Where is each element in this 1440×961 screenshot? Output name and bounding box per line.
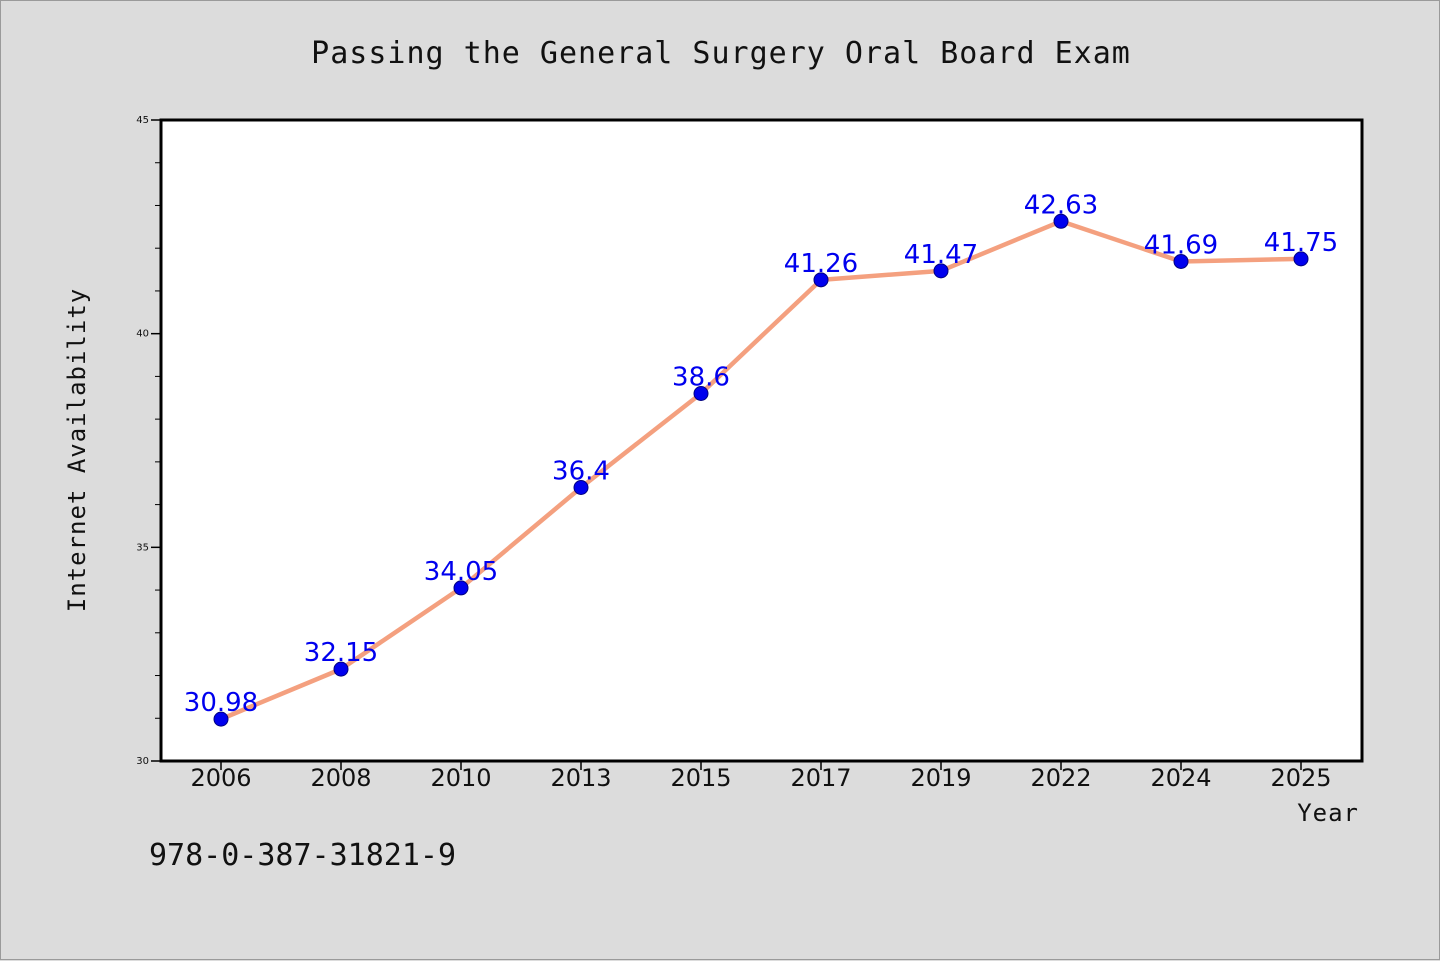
x-tick-label: 2019 xyxy=(910,764,971,792)
x-tick-label: 2025 xyxy=(1270,764,1331,792)
x-tick-label: 2017 xyxy=(790,764,851,792)
chart-title: Passing the General Surgery Oral Board E… xyxy=(311,36,1131,71)
data-point xyxy=(213,711,229,727)
x-tick-label: 2006 xyxy=(190,764,251,792)
y-tick-label: 30 xyxy=(136,756,149,767)
x-axis-label: Year xyxy=(1297,799,1359,827)
series-line xyxy=(218,219,1304,722)
x-tick-label: 2013 xyxy=(550,764,611,792)
y-axis-label: Internet Availability xyxy=(63,288,91,612)
y-tick-label: 45 xyxy=(136,115,149,126)
x-tick-label: 2024 xyxy=(1150,764,1211,792)
y-tick-label: 40 xyxy=(136,329,149,340)
y-tick-label: 35 xyxy=(136,542,149,553)
x-axis: 2006 2008 2010 2013 2015 2017 2019 2022 2024 2025 xyxy=(190,761,1332,792)
x-tick-label: 2008 xyxy=(310,764,371,792)
data-point xyxy=(1173,253,1189,269)
y-axis: 30 35 40 45 xyxy=(136,115,161,767)
x-tick-label: 2015 xyxy=(670,764,731,792)
data-point xyxy=(573,480,589,496)
data-point xyxy=(933,263,949,279)
data-point xyxy=(1053,213,1069,229)
data-point xyxy=(453,580,469,596)
data-point xyxy=(813,272,829,288)
x-tick-label: 2010 xyxy=(430,764,491,792)
data-point xyxy=(1293,251,1309,267)
data-point xyxy=(693,385,709,401)
data-point xyxy=(333,661,349,677)
x-tick-label: 2022 xyxy=(1030,764,1091,792)
isbn-text: 978-0-387-31821-9 xyxy=(149,838,456,873)
